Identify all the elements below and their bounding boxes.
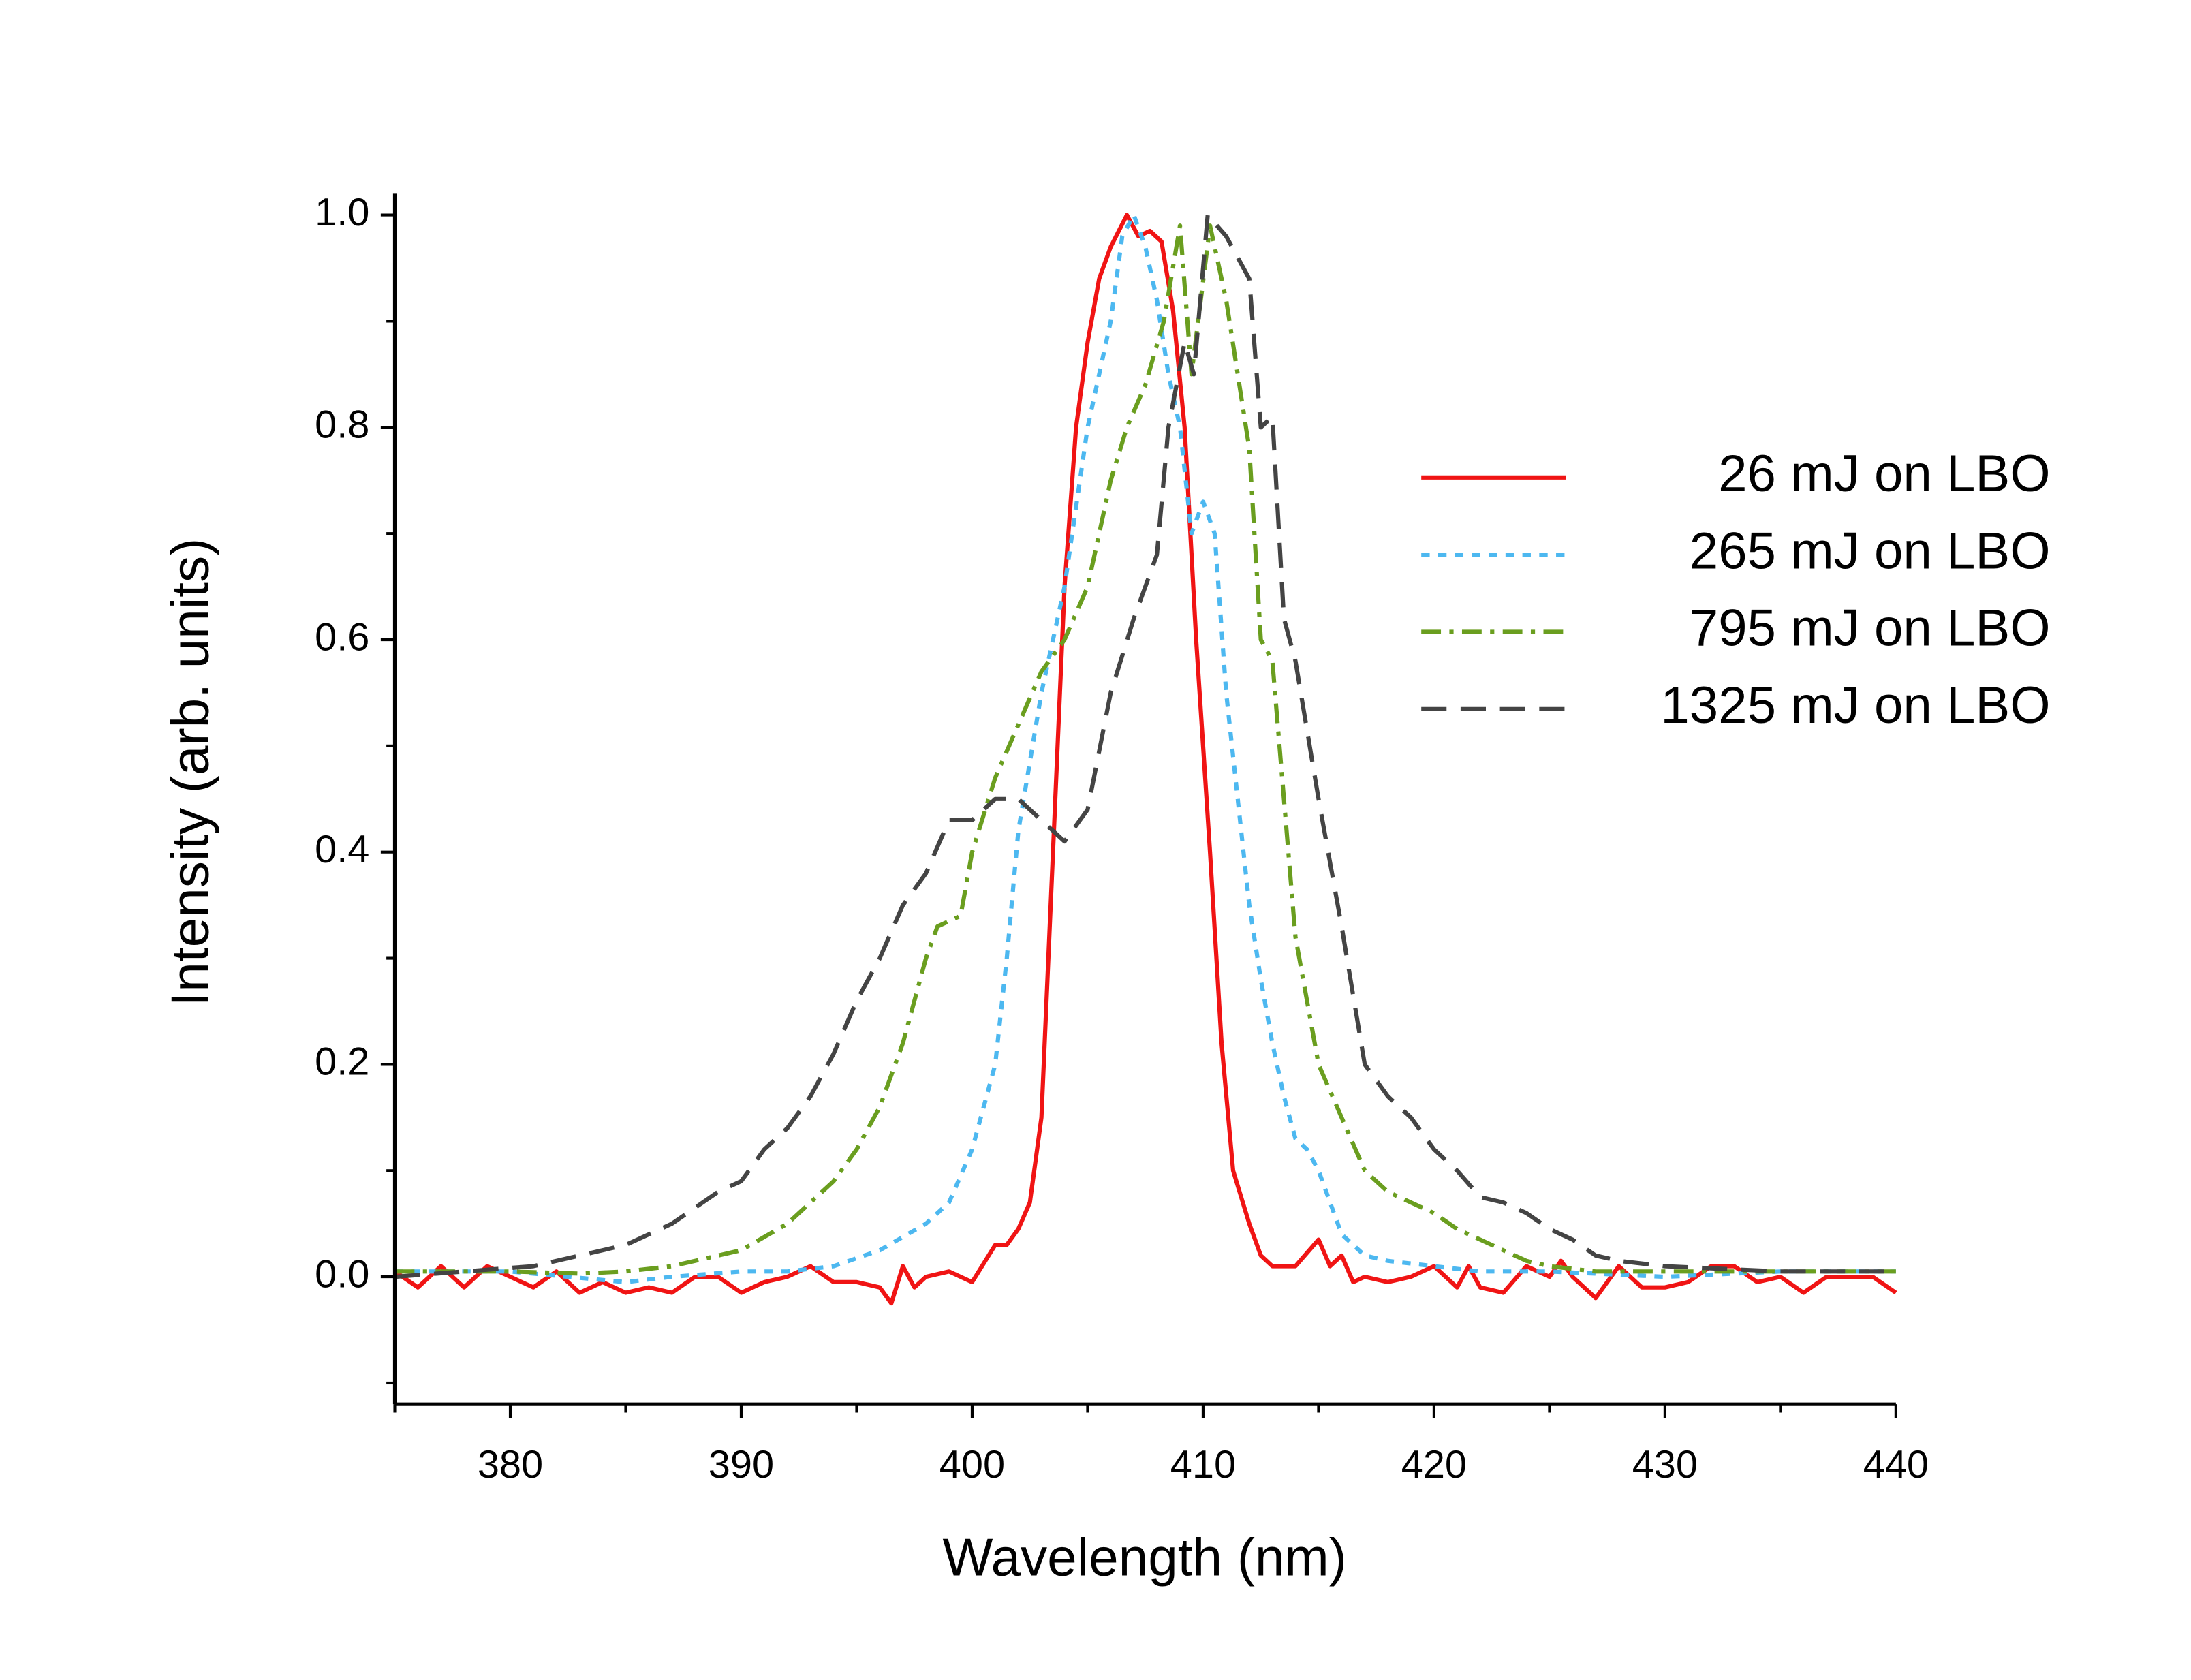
y-tick-label: 0.6	[315, 615, 369, 659]
legend-label: 26 mJ on LBO	[1718, 445, 2050, 503]
y-axis-label: Intensity (arb. units)	[159, 538, 219, 1007]
x-tick-label: 430	[1632, 1443, 1698, 1487]
y-tick-label: 0.2	[315, 1040, 369, 1084]
y-tick-label: 0.4	[315, 828, 369, 871]
x-tick-label: 440	[1863, 1443, 1929, 1487]
x-axis-label: Wavelength (nm)	[942, 1527, 1346, 1587]
series-line	[393, 213, 1897, 1306]
series-line	[394, 213, 1896, 1279]
x-tick-label: 380	[478, 1443, 543, 1487]
legend-label: 1325 mJ on LBO	[1660, 676, 2050, 734]
x-tick-label: 420	[1401, 1443, 1467, 1487]
legend-label: 265 mJ on LBO	[1690, 522, 2051, 580]
x-tick-label: 400	[939, 1443, 1005, 1487]
x-tick-label: 410	[1170, 1443, 1236, 1487]
series-line	[394, 223, 1896, 1276]
y-tick-label: 0.0	[315, 1252, 369, 1296]
legend-label: 795 mJ on LBO	[1690, 600, 2051, 657]
y-tick-label: 1.0	[315, 191, 369, 234]
x-tick-label: 390	[709, 1443, 774, 1487]
y-tick-label: 0.8	[315, 403, 369, 447]
series-line	[394, 213, 1896, 1284]
